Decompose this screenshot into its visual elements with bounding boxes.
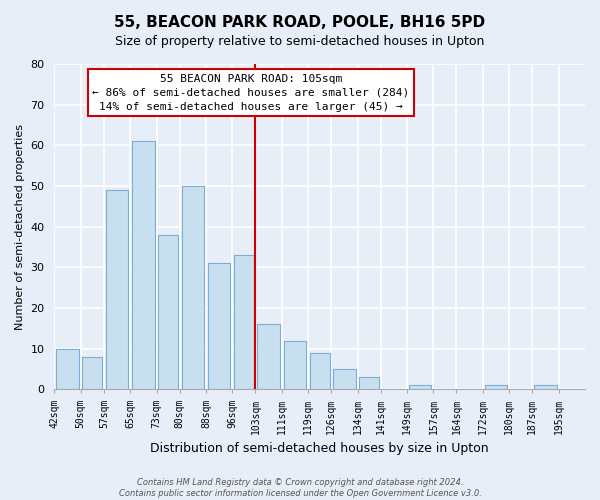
Bar [257, 324, 280, 390]
X-axis label: Distribution of semi-detached houses by size in Upton: Distribution of semi-detached houses by … [151, 442, 489, 455]
Text: 55, BEACON PARK ROAD, POOLE, BH16 5PD: 55, BEACON PARK ROAD, POOLE, BH16 5PD [115, 15, 485, 30]
Bar [158, 235, 178, 390]
Bar [208, 264, 230, 390]
Bar [82, 357, 102, 390]
Text: 55 BEACON PARK ROAD: 105sqm
← 86% of semi-detached houses are smaller (284)
14% : 55 BEACON PARK ROAD: 105sqm ← 86% of sem… [92, 74, 409, 112]
Text: Contains HM Land Registry data © Crown copyright and database right 2024.
Contai: Contains HM Land Registry data © Crown c… [119, 478, 481, 498]
Bar [182, 186, 204, 390]
Bar [310, 353, 329, 390]
Bar [359, 377, 379, 390]
Bar [534, 386, 557, 390]
Bar [106, 190, 128, 390]
Bar [284, 340, 306, 390]
Bar [56, 348, 79, 390]
Bar [333, 369, 356, 390]
Bar [234, 255, 254, 390]
Bar [132, 142, 155, 390]
Text: Size of property relative to semi-detached houses in Upton: Size of property relative to semi-detach… [115, 35, 485, 48]
Bar [409, 386, 431, 390]
Bar [485, 386, 507, 390]
Y-axis label: Number of semi-detached properties: Number of semi-detached properties [15, 124, 25, 330]
